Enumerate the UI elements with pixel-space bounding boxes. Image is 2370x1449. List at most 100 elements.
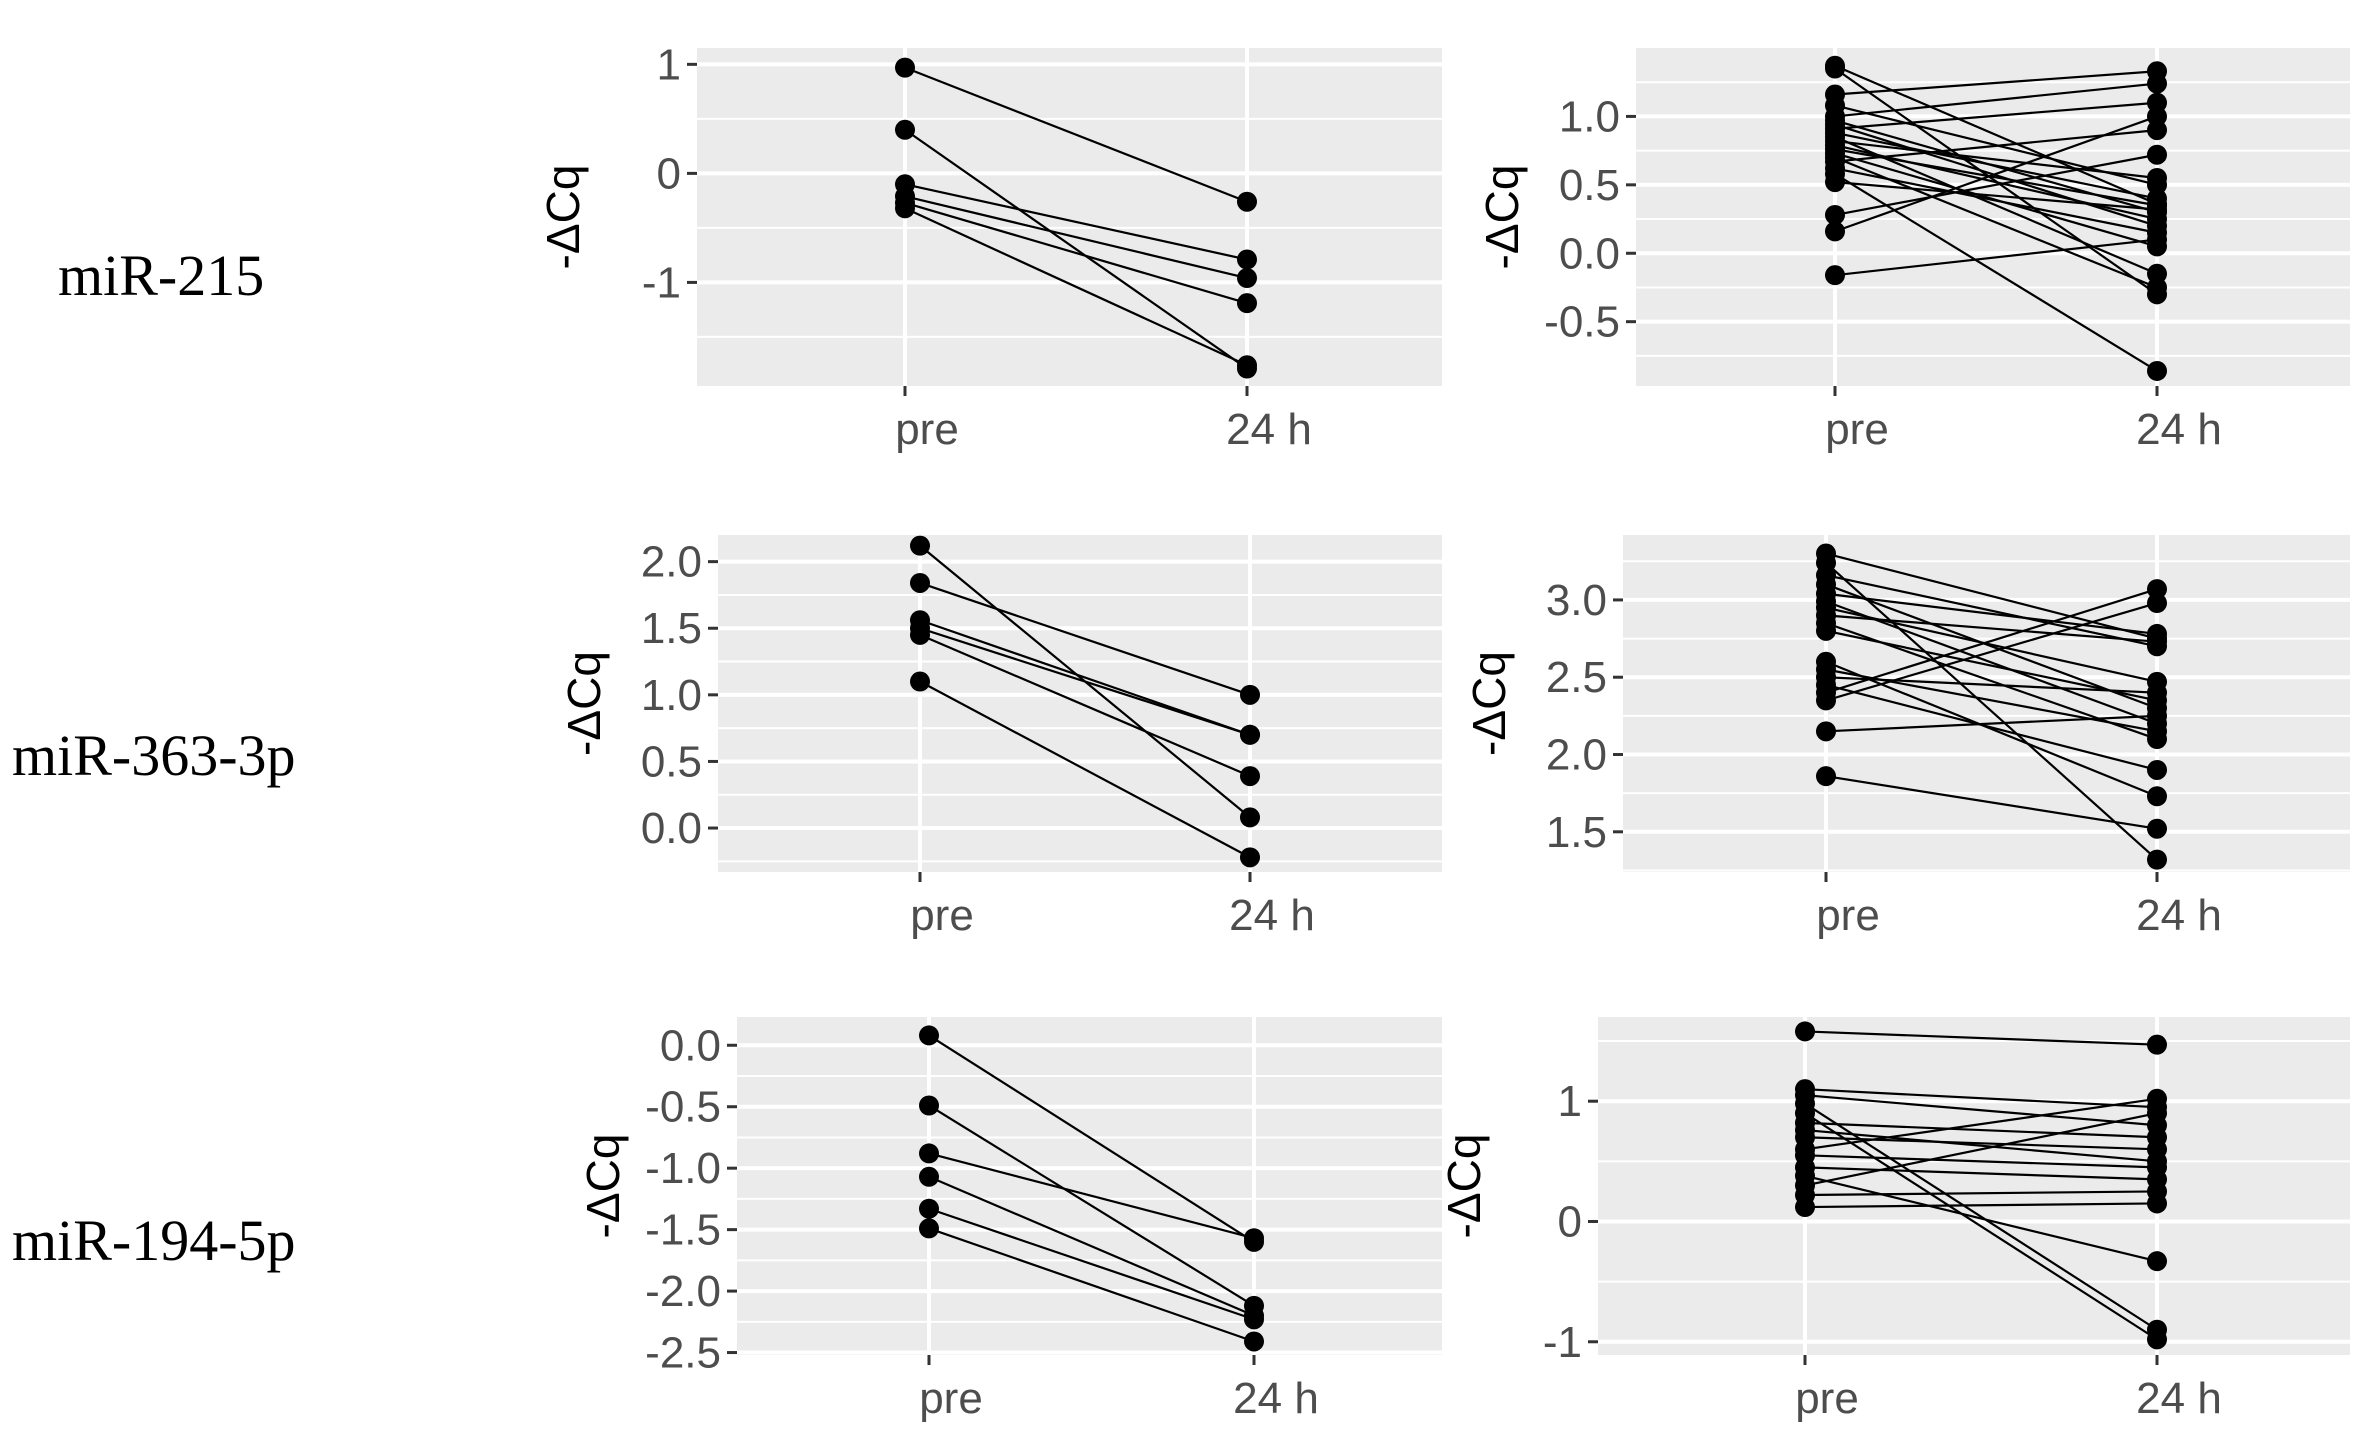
pair-line [1804,1154,2158,1169]
y-tick-label: 2.0 [641,538,702,587]
pair-line [1804,1112,2158,1341]
panel-background [697,48,1442,386]
data-point [2147,1034,2167,1055]
data-point [1240,766,1260,787]
data-point [919,1198,939,1219]
data-point [2147,849,2167,870]
y-tick-label: 0.5 [1559,161,1620,210]
chart-panel: 1.0 0.5 0.0 -0.5 pre 24 h -ΔCq [1476,48,2350,454]
data-point [919,1143,939,1164]
pair-line [1804,1121,2158,1139]
pair-line [904,207,1248,367]
data-point [2147,229,2167,250]
data-point [2147,786,2167,807]
x-tick-label: 24 h [1233,1374,1319,1423]
y-tick-label: -1.5 [645,1206,721,1255]
data-point [2147,168,2167,188]
y-axis-title: -ΔCq [1463,651,1515,756]
data-point [919,1025,939,1046]
pair-line [1834,153,2158,217]
x-tick-label: 24 h [1229,891,1315,940]
x-tick-label: 24 h [2136,405,2222,454]
row-label-mir-215: miR-215 [58,243,264,308]
data-point [919,1218,939,1239]
data-point [1244,1331,1264,1352]
pair-line [1834,70,2158,96]
panel-background [1636,48,2350,386]
data-point [2147,593,2167,614]
pair-line [1804,1030,2158,1046]
data-point [1825,58,1845,79]
y-tick-label: 2.5 [1546,653,1607,702]
pair-line [1834,167,2158,234]
pair-line [1804,1174,2158,1263]
data-point [1825,172,1845,193]
data-point [2147,120,2167,141]
data-point [895,119,915,140]
data-point [2147,263,2167,284]
x-tick-label: 24 h [1226,405,1312,454]
pair-line [1834,238,2158,277]
panel-background [1598,1017,2350,1355]
pair-line [1825,600,2158,725]
data-point [2147,73,2167,94]
data-point [1237,268,1257,289]
panel-background [737,1017,1442,1355]
pair-line [1834,148,2158,207]
data-point [2147,199,2167,220]
y-tick-label: 0.0 [1559,229,1620,278]
pair-line [1825,775,2158,830]
data-point [2147,1139,2167,1160]
data-point [895,57,915,78]
pair-line [1834,144,2158,221]
data-point [2147,721,2167,742]
data-point [2147,106,2167,127]
data-point [2147,1251,2167,1272]
pair-line [1825,601,2158,702]
data-point [1237,355,1257,376]
y-tick-label: -0.5 [645,1083,721,1132]
pair-line [1804,1094,2158,1127]
data-point [1816,690,1836,711]
data-point [2147,759,2167,780]
row-label-mir-363-3p: miR-363-3p [12,723,296,788]
data-point [2147,705,2167,726]
y-tick-label: -0.5 [1544,298,1620,347]
chart-panel: 3.0 2.5 2.0 1.5 pre 24 h -ΔCq [1463,535,2350,940]
pair-line [928,1034,1255,1243]
pair-line [919,627,1251,736]
pair-line [1804,1088,2158,1109]
data-point [895,198,915,219]
y-tick-label: -1.0 [645,1144,721,1193]
chart-panel: 1 0 -1 pre 24 h -ΔCq [1438,1017,2350,1423]
pair-line [1825,552,2158,640]
pair-line [1825,714,2158,733]
y-tick-label: 2.0 [1546,731,1607,780]
data-point [1240,847,1260,868]
pair-line [1825,683,2158,772]
x-tick-label: pre [910,891,974,940]
pair-line [928,1175,1255,1317]
y-tick-label: -1 [1543,1318,1582,1367]
data-point [2147,277,2167,298]
pair-line [1804,1112,2158,1187]
data-point [2147,360,2167,381]
x-tick-label: 24 h [2136,891,2222,940]
pair-line [904,195,1248,280]
panel-background [1623,535,2350,872]
pair-line [928,1104,1255,1307]
pair-line [1804,1166,2158,1181]
data-point [1795,1197,1815,1218]
data-point [2147,1088,2167,1109]
data-point [2147,1193,2167,1214]
data-point [910,535,930,556]
y-tick-label: 0.5 [641,737,702,786]
x-tick-label: pre [1795,1374,1859,1423]
x-tick-label: pre [919,1374,983,1423]
chart-panel: 2.0 1.5 1.0 0.5 0.0 pre 24 h -ΔCq [558,535,1442,940]
data-point [1825,221,1845,242]
pair-line [1834,82,2158,118]
data-point [2147,818,2167,839]
